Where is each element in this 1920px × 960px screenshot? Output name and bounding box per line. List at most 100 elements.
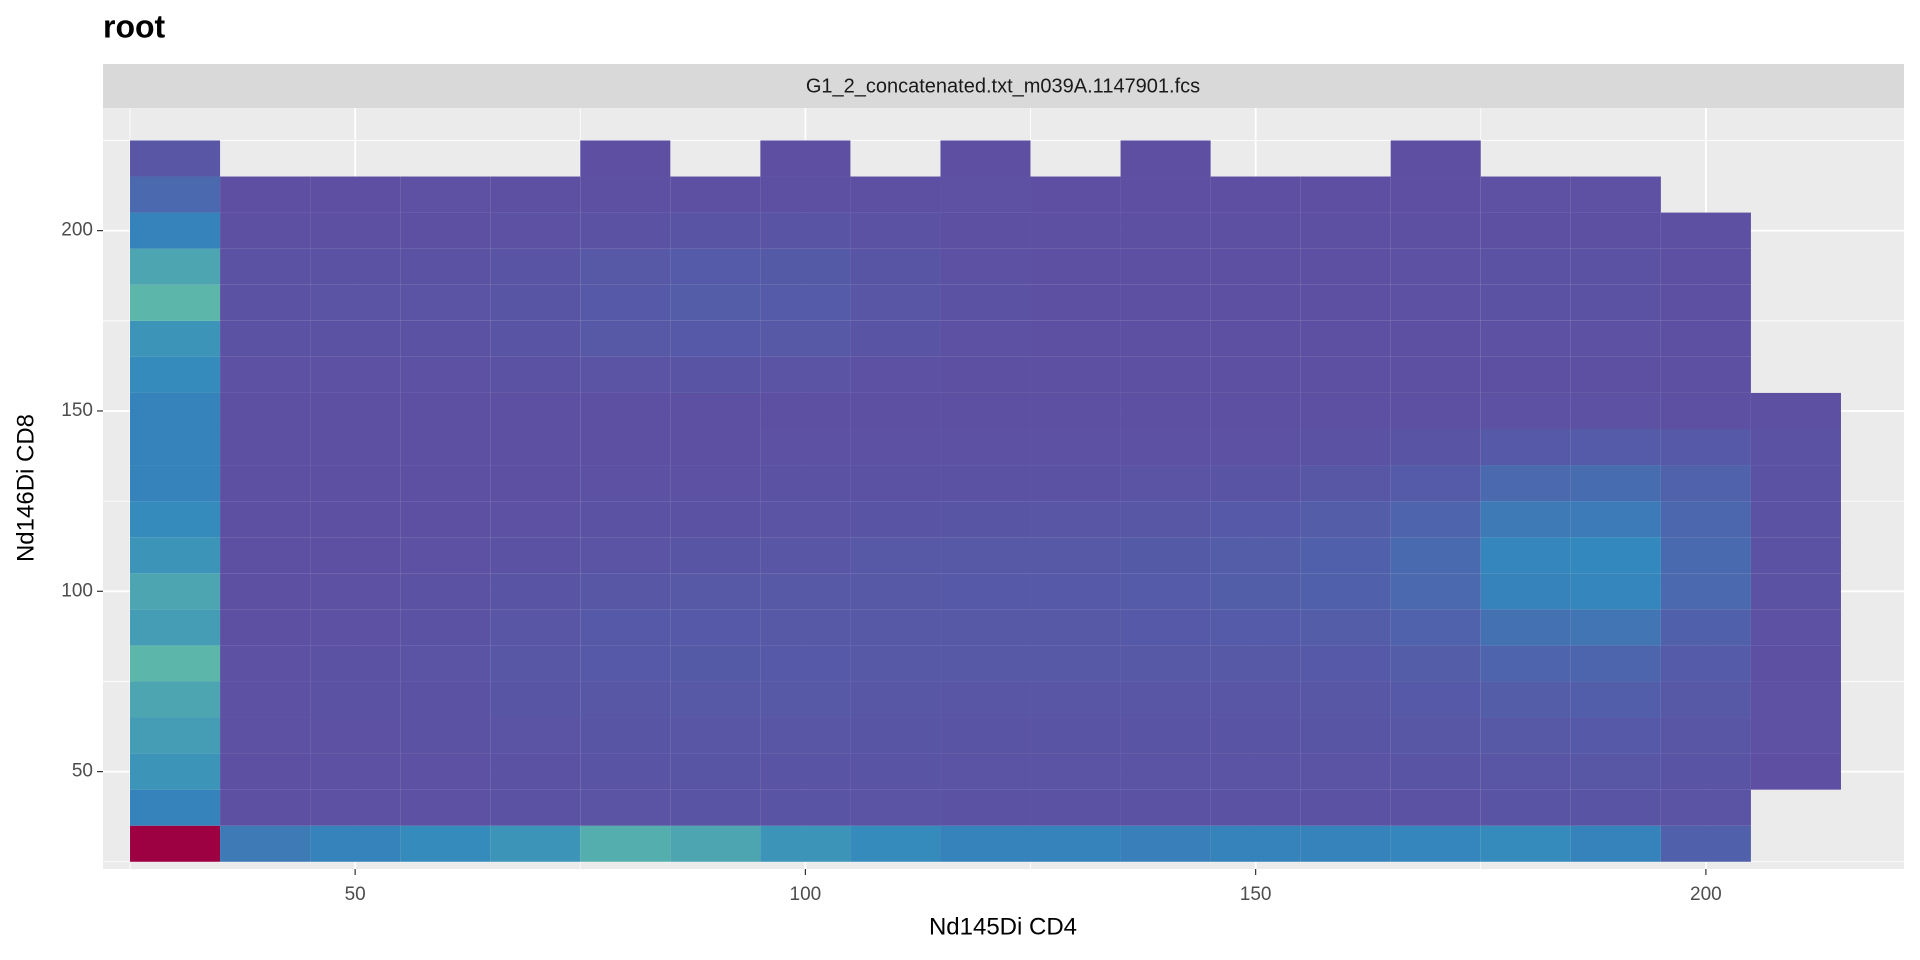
bin xyxy=(1210,789,1301,826)
bin xyxy=(1480,284,1571,321)
bin xyxy=(1480,501,1571,538)
bin xyxy=(1120,501,1211,538)
bin xyxy=(1300,501,1391,538)
bin xyxy=(580,537,671,574)
bin xyxy=(130,573,221,610)
bin xyxy=(580,789,671,826)
y-axis-title: Nd146Di CD8 xyxy=(12,414,39,562)
bin xyxy=(130,537,221,574)
bin xyxy=(1570,753,1661,790)
bin xyxy=(1120,681,1211,718)
bin xyxy=(850,465,941,502)
bin xyxy=(1300,212,1391,249)
bin xyxy=(580,284,671,321)
bin xyxy=(220,501,311,538)
bin xyxy=(130,284,221,321)
bin xyxy=(850,753,941,790)
bin xyxy=(1300,320,1391,357)
bin xyxy=(310,573,401,610)
bin xyxy=(220,320,311,357)
bin xyxy=(1750,717,1841,754)
bin xyxy=(1120,645,1211,682)
bin xyxy=(670,537,761,574)
bin xyxy=(490,284,581,321)
bin xyxy=(850,284,941,321)
bin xyxy=(940,825,1031,862)
bin xyxy=(1480,428,1571,466)
bin xyxy=(1390,573,1481,610)
bin xyxy=(220,681,311,718)
bin xyxy=(1480,176,1571,213)
bin xyxy=(1030,573,1121,610)
bin xyxy=(1030,537,1121,574)
bin xyxy=(400,176,491,213)
bin xyxy=(1390,789,1481,826)
bin xyxy=(1210,176,1301,213)
bin xyxy=(1210,753,1301,790)
bin xyxy=(1750,645,1841,682)
bin xyxy=(1390,248,1481,285)
bin xyxy=(1480,789,1571,826)
bin xyxy=(670,753,761,790)
bin xyxy=(1120,753,1211,790)
bin xyxy=(760,356,851,393)
bin xyxy=(400,753,491,790)
bin xyxy=(310,212,401,249)
bin xyxy=(1480,537,1571,574)
bin xyxy=(1300,825,1391,862)
bin xyxy=(1300,284,1391,321)
bin xyxy=(1660,609,1751,646)
bin xyxy=(1750,428,1841,466)
bin xyxy=(1480,392,1571,429)
bin xyxy=(490,501,581,538)
bin xyxy=(760,212,851,249)
bin xyxy=(850,428,941,466)
bin xyxy=(220,609,311,646)
bin xyxy=(310,428,401,466)
bin xyxy=(670,789,761,826)
bin xyxy=(130,717,221,754)
bin xyxy=(1030,825,1121,862)
bin xyxy=(310,248,401,285)
bin xyxy=(1750,465,1841,502)
bin xyxy=(1390,212,1481,249)
bin xyxy=(580,392,671,429)
bin xyxy=(1120,537,1211,574)
bin xyxy=(670,573,761,610)
bin xyxy=(1570,248,1661,285)
chart-title: root xyxy=(103,8,166,44)
bin xyxy=(400,825,491,862)
bin xyxy=(400,645,491,682)
bin xyxy=(850,609,941,646)
bin xyxy=(1390,284,1481,321)
bin xyxy=(310,320,401,357)
bin xyxy=(490,428,581,466)
bin xyxy=(400,320,491,357)
bin xyxy=(940,176,1031,213)
x-tick-label: 150 xyxy=(1240,884,1272,905)
bin xyxy=(1390,176,1481,213)
bin xyxy=(1480,320,1571,357)
bin xyxy=(940,645,1031,682)
bin xyxy=(130,212,221,249)
bin xyxy=(1030,356,1121,393)
bin xyxy=(310,176,401,213)
bin xyxy=(670,501,761,538)
bin xyxy=(1300,717,1391,754)
bin xyxy=(760,537,851,574)
bin xyxy=(760,140,851,177)
bin xyxy=(490,465,581,502)
bin xyxy=(310,717,401,754)
bin xyxy=(760,176,851,213)
bin xyxy=(1480,212,1571,249)
x-tick-label: 100 xyxy=(790,884,822,905)
bin xyxy=(1570,465,1661,502)
bin xyxy=(1480,356,1571,393)
bin xyxy=(220,248,311,285)
bin xyxy=(940,320,1031,357)
bin xyxy=(1480,753,1571,790)
bin xyxy=(490,573,581,610)
bin xyxy=(1030,465,1121,502)
bin xyxy=(580,573,671,610)
bin xyxy=(580,428,671,466)
